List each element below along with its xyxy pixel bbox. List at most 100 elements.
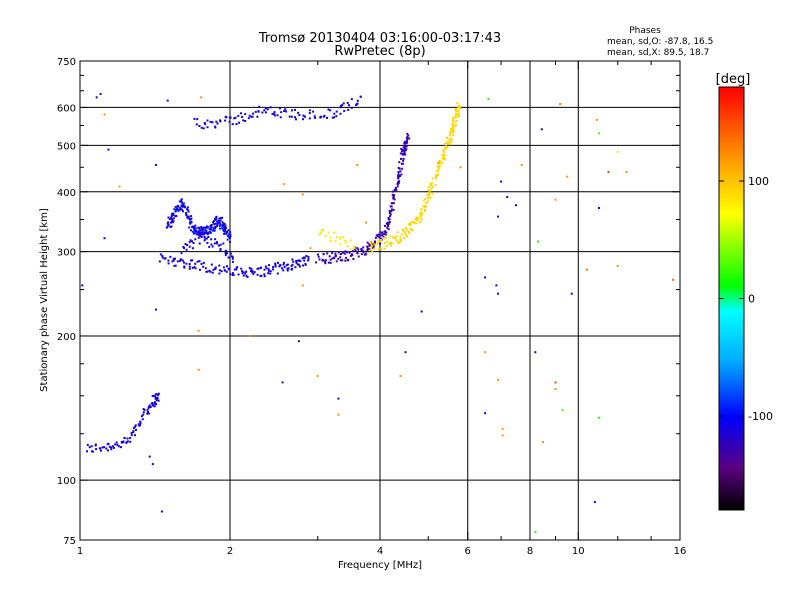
echo-point <box>442 154 445 156</box>
echo-point <box>426 194 429 197</box>
echo-point <box>148 455 151 458</box>
echo-point <box>151 463 154 466</box>
echo-point <box>391 193 394 196</box>
echo-point <box>400 147 403 150</box>
echo-point <box>86 450 88 453</box>
echo-point <box>224 119 227 122</box>
echo-point <box>170 221 172 224</box>
echo-point <box>257 110 260 113</box>
echo-point <box>431 192 434 195</box>
echo-point <box>224 251 227 254</box>
echo-point <box>219 227 221 230</box>
echo-point <box>286 263 289 266</box>
echo-point <box>285 110 288 113</box>
echo-point <box>229 235 232 237</box>
echo-point <box>566 175 569 178</box>
echo-point <box>143 408 146 411</box>
echo-point <box>427 189 430 192</box>
echo-point <box>501 434 504 437</box>
echo-point <box>172 217 175 220</box>
echo-point <box>366 252 369 255</box>
echo-point <box>227 256 230 259</box>
echo-point <box>597 207 600 209</box>
echo-point <box>219 243 222 246</box>
echo-point <box>194 267 197 270</box>
echo-point <box>383 230 386 233</box>
echo-point <box>248 114 251 117</box>
echo-point <box>387 222 390 225</box>
echo-point <box>218 272 221 275</box>
echo-point <box>376 243 379 246</box>
echo-point <box>183 261 185 264</box>
echo-point <box>241 116 244 118</box>
echo-point <box>307 255 310 258</box>
echo-point <box>379 231 382 234</box>
echo-point <box>137 423 140 426</box>
echo-point <box>497 378 499 381</box>
echo-point <box>324 260 327 263</box>
echo-point <box>185 248 188 251</box>
echo-point <box>597 132 600 135</box>
echo-point <box>607 170 610 173</box>
y-tick-label: 100 <box>57 476 76 487</box>
echo-point <box>126 440 129 443</box>
echo-point <box>182 210 184 213</box>
echo-point <box>357 248 360 251</box>
echo-point <box>242 274 245 277</box>
echo-point <box>179 208 182 211</box>
echo-point <box>229 231 232 234</box>
echo-point <box>88 446 91 449</box>
echo-point <box>249 335 252 337</box>
echo-point <box>343 239 346 242</box>
echo-point <box>320 231 322 234</box>
echo-point <box>339 243 342 246</box>
echo-point <box>282 269 285 272</box>
echo-point <box>406 141 409 144</box>
echo-point <box>218 244 220 247</box>
echo-point <box>309 247 312 250</box>
echo-point <box>344 250 347 253</box>
echo-point <box>207 226 210 229</box>
echo-point <box>292 260 295 263</box>
echo-point <box>103 113 106 116</box>
echo-point <box>132 427 135 430</box>
echo-point <box>181 259 184 262</box>
echo-point <box>153 394 156 397</box>
echo-point <box>202 127 205 130</box>
echo-point <box>442 151 445 154</box>
echo-point <box>334 240 337 243</box>
x-tick-label: 8 <box>527 546 533 557</box>
echo-point <box>236 266 239 269</box>
echo-point <box>209 228 212 231</box>
echo-point <box>202 233 205 236</box>
echo-point <box>367 247 369 250</box>
echo-point <box>202 231 205 234</box>
echo-point <box>190 217 193 220</box>
echo-point <box>449 143 451 146</box>
echo-point <box>405 235 408 238</box>
y-tick-label: 75 <box>63 536 76 547</box>
echo-point <box>167 262 170 265</box>
echo-point <box>302 118 304 121</box>
echo-point <box>368 243 371 246</box>
echo-point <box>225 265 228 268</box>
echo-point <box>380 234 383 237</box>
echo-point <box>351 250 354 253</box>
echo-point <box>407 134 410 137</box>
echo-point <box>295 260 298 262</box>
echo-point <box>371 241 374 244</box>
echo-point <box>333 116 335 119</box>
echo-point <box>200 126 203 129</box>
echo-point <box>345 251 348 254</box>
echo-point <box>400 233 403 236</box>
echo-point <box>335 110 338 113</box>
echo-point <box>400 162 403 165</box>
echo-point <box>308 109 311 112</box>
echo-point <box>129 437 132 439</box>
echo-point <box>336 236 339 239</box>
echo-point <box>384 236 387 239</box>
echo-point <box>214 238 217 241</box>
echo-point <box>180 199 183 202</box>
echo-point <box>115 441 118 444</box>
echo-point <box>383 241 386 244</box>
